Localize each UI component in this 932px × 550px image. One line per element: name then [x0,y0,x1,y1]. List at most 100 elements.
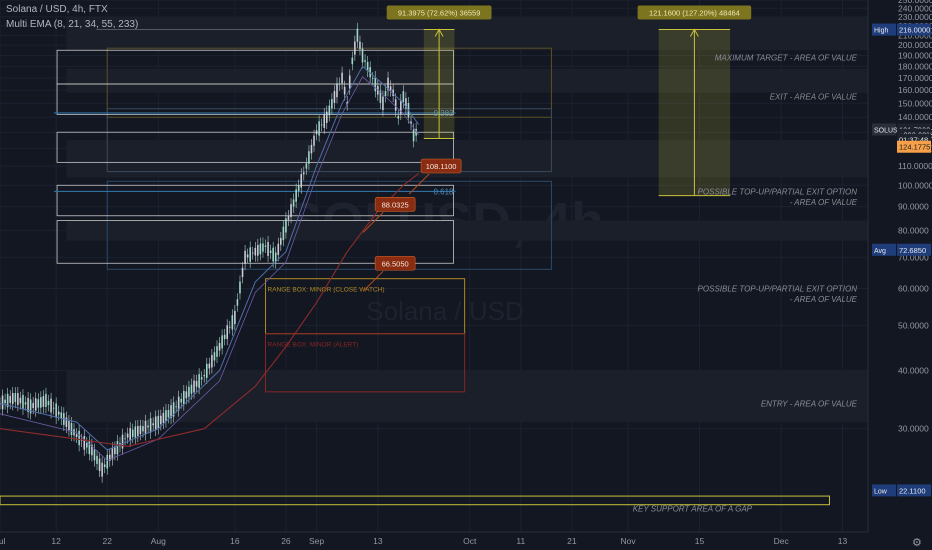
value-box [56,184,454,217]
candle-body [397,115,400,119]
candle-body [22,395,24,409]
candle-body [47,400,50,406]
y-tick-label: 80.0000 [898,225,929,235]
candle-body [223,334,226,340]
candle-body [24,402,27,405]
candle-body [131,429,134,437]
x-tick-label: 13 [838,536,848,546]
x-tick-label: Jul [0,536,6,546]
ema-fast-line [0,65,420,451]
candle-body [285,218,287,233]
candle-body [188,386,190,397]
candle-body [239,281,241,294]
value-box [56,83,454,115]
indicator-legend[interactable]: Multi EMA (8, 21, 34, 55, 233) [6,19,139,30]
gap-support-box [0,495,830,506]
annotation-text: POSSIBLE TOP-UP/PARTIAL EXIT OPTION [698,187,858,196]
candle-body [4,399,6,404]
candle-body [152,423,154,426]
candle-body [387,77,389,91]
candle-body [221,335,223,349]
candle-body [147,425,149,428]
candle-body [392,89,394,97]
candle-body [203,374,206,377]
callout-label: 66.5050 [382,259,409,268]
candle-body [129,428,131,441]
candle-body [320,124,323,126]
candle-body [1,395,4,410]
candle-body [83,435,86,450]
candle-body [116,440,119,455]
candle-body [282,226,285,241]
y-tick-label: 160.0000 [898,85,932,95]
candle-body [374,76,377,92]
y-tick-label: 140.0000 [898,112,932,122]
candle-body [394,99,397,111]
candle-body [88,441,91,455]
y-tick-label: 200.0000 [898,40,932,50]
price-tag-label-bg [872,484,896,497]
y-tick-label: 230.0000 [898,12,932,22]
x-tick-label: Aug [151,536,166,546]
candle-body [231,315,234,330]
candle-body [228,326,231,328]
time-axis-bg [0,532,932,550]
candle-body [343,86,346,95]
candle-body [172,402,175,417]
measure-label-bg [386,5,492,20]
x-tick-label: 15 [695,536,705,546]
candle-body [124,438,126,440]
candle-body [274,252,277,263]
y-tick-label: 30.0000 [898,424,929,434]
candle-body [267,242,269,256]
candle-body [226,325,229,339]
price-tag-label: Low [874,488,888,495]
callout-pointer [362,211,384,233]
candle-body [354,41,356,55]
callout-pointer [362,270,384,292]
candle-body [157,415,160,429]
candle-body [379,90,382,103]
candle-body [193,380,195,393]
callout-label: 108.1100 [426,162,457,171]
candle-body [262,243,264,252]
candle-body [11,392,14,405]
x-tick-label: 12 [51,536,61,546]
range-box [265,333,466,393]
y-tick-label: 250.0000 [898,0,932,5]
candle-body [338,83,341,85]
candle-body [170,405,172,418]
candle-body [290,204,292,217]
candle-body [121,434,124,449]
y-tick-label: 40.0000 [898,366,929,376]
x-tick-label: 13 [373,536,383,546]
y-tick-label: 150.0000 [898,98,932,108]
price-tag-value: 72.6850 [899,246,926,255]
price-tag-label-bg [872,243,896,256]
y-tick-label: 170.0000 [898,73,932,83]
candle-body [154,416,157,430]
candle-body [402,91,405,103]
y-tick-label: 180.0000 [898,61,932,71]
candle-body [108,454,111,461]
candle-body [180,398,183,403]
candle-body [280,238,282,245]
candle-body [234,310,236,325]
candle-body [50,398,52,413]
x-tick-label: Nov [620,536,636,546]
candle-body [361,48,364,63]
symbol-legend[interactable]: Solana / USD, 4h, FTX [6,4,108,15]
candle-body [218,342,221,351]
value-band [66,68,869,93]
candle-body [277,243,280,256]
candle-body [91,444,93,456]
range-box-label: RANGE BOX: MINOR (ALERT) [268,342,359,349]
callout-box [374,197,416,212]
candle-body [364,60,366,62]
candle-body [251,252,254,254]
candle-body [315,130,318,135]
candle-body [410,121,412,124]
value-box [56,131,454,163]
candle-body [19,397,22,404]
